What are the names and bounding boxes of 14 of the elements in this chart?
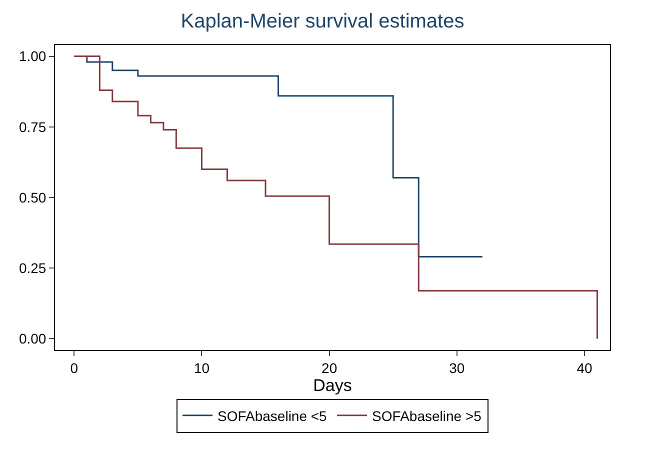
- chart-title: Kaplan-Meier survival estimates: [180, 10, 464, 33]
- y-tick-label: 1.00: [18, 48, 46, 64]
- y-tick-label: 0.25: [18, 260, 46, 276]
- y-tick-label: 0.50: [18, 189, 46, 206]
- x-axis-title: Days: [313, 376, 352, 395]
- x-tick-label: 20: [322, 360, 338, 376]
- x-tick-label: 40: [576, 360, 592, 376]
- y-tick-label: 0.75: [18, 118, 46, 135]
- x-tick-label: 10: [194, 360, 210, 376]
- y-tick-label: 0.00: [18, 330, 46, 347]
- legend-label: SOFAbaseline >5: [372, 408, 482, 424]
- legend-label: SOFAbaseline <5: [218, 408, 328, 424]
- x-tick-label: 30: [449, 360, 465, 376]
- x-tick-label: 0: [70, 360, 78, 376]
